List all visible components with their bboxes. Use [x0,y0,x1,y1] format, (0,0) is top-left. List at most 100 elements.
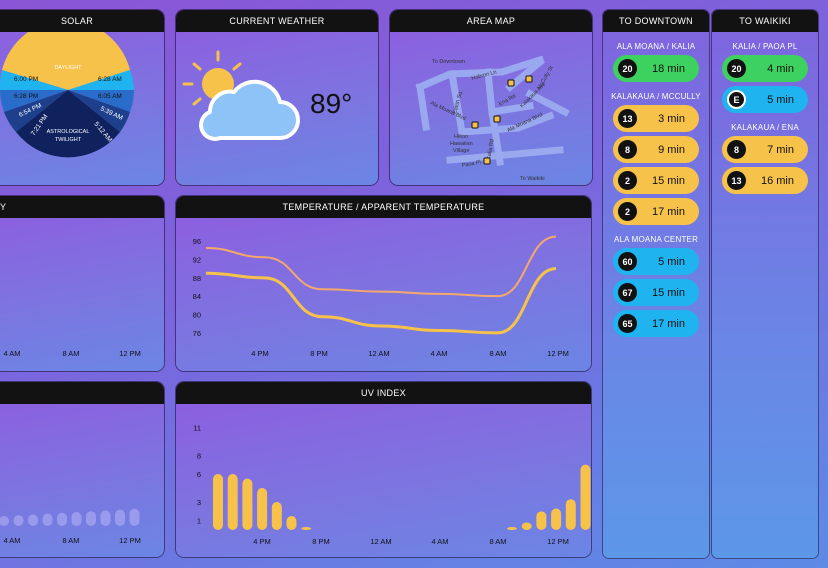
route-arrival[interactable]: 8 9 min [613,136,699,163]
daylight-label: DAYLIGHT [54,65,82,71]
bus-stop-icon[interactable] [525,75,533,83]
area-map-title: AREA MAP [390,10,592,32]
x-tick: 12 PM [547,537,569,546]
map-label-hilton-3: Village [453,148,469,154]
route-arrival[interactable]: 13 16 min [722,167,808,194]
bus-stop-icons [471,75,533,165]
route-badge: 8 [727,140,746,159]
route-badge: 13 [618,109,637,128]
uv-index-title: UV INDEX [176,382,591,404]
x-tick: 8 AM [489,537,506,546]
y-tick: 6 [197,470,201,479]
y-tick: 8 [197,451,201,460]
uv-bar [580,464,591,530]
map-label-eaton: Eaton Sq [452,91,464,114]
y-tick: 76 [193,329,201,338]
sunrise-time: 6:28 AM [98,76,122,83]
uv-bar [301,527,312,530]
to-waikiki-title: TO WAIKIKI [712,10,818,32]
bus-stop-icon[interactable] [493,115,501,123]
precipitation-chart: 4 AM 8 AM 12 PM [0,508,141,545]
route-arrival[interactable]: 65 17 min [613,310,699,337]
arrival-time: 9 min [658,143,685,156]
humidity-title: Y [0,196,164,218]
precipitation-bar [0,516,9,526]
current-weather-card: CURRENT WEATHER 89° [176,10,378,185]
precipitation-bar [100,510,111,526]
bus-stop-icon[interactable] [507,79,515,87]
route-arrival[interactable]: 13 3 min [613,105,699,132]
route-arrival[interactable]: 2 17 min [613,198,699,225]
y-tick: 84 [193,292,201,301]
solar-title: SOLAR [0,10,164,32]
daylight-wedge [2,32,130,90]
map-roads [415,55,570,167]
route-arrival[interactable]: E 5 min [722,86,808,113]
civil-twilight-wedge-left [0,70,68,90]
arrival-time: 3 min [658,112,685,125]
uv-index-chart: 11 8 6 3 1 4 PM 8 PM 12 AM 4 AM 8 AM 12 PM [193,423,591,546]
map-label-hilton-2: Hawaiian [450,141,473,147]
y-tick: 92 [193,256,201,265]
x-tick: 12 AM [370,537,391,546]
route-badge: 13 [727,171,746,190]
route-badge: E [727,90,746,109]
to-downtown-title: TO DOWNTOWN [603,10,709,32]
arrival-time: 18 min [651,62,685,75]
precipitation-bar [13,515,24,526]
route-arrival[interactable]: 60 5 min [613,248,699,275]
to-downtown-stops: ALA MOANA / KALIA 20 18 min KALAKAUA / MCCU… [603,42,709,337]
arrival-time: 15 min [651,174,685,187]
humidity-chart: 4 AM 8 AM 12 PM [0,343,141,358]
precipitation-bar [28,514,38,526]
temperature-card: TEMPERATURE / APPARENT TEMPERATURE 96 92 8… [176,196,591,371]
arrival-time: 15 min [651,286,685,299]
sunset-time: 6:00 PM [14,76,38,83]
uv-bar [536,511,547,530]
nautical-twilight-wedge-left [0,90,68,112]
map-label-to-waikiki: To Waikiki [520,176,545,182]
to-downtown-panel: TO DOWNTOWN ALA MOANA / KALIA 20 18 min KAL… [603,10,709,558]
route-badge: 2 [618,202,637,221]
uv-bar [565,499,576,530]
route-arrival[interactable]: 20 18 min [613,55,699,82]
temperature-chart: 96 92 88 84 80 76 4 PM 8 PM 12 AM 4 AM 8 AM 12 PM [193,235,569,358]
route-arrival[interactable]: 20 4 min [722,55,808,82]
bus-stop-icon[interactable] [483,157,491,165]
x-tick: 4 PM [251,349,269,358]
uv-bar [271,502,282,530]
area-map[interactable]: To Downtown To Waikiki McCully St Hobron… [390,32,592,185]
route-badge: 2 [618,171,637,190]
arrival-time: 16 min [760,174,794,187]
y-tick: 3 [197,498,201,507]
stop-name: KALIA / PAOA PL [732,42,798,51]
temperature-series-2 [205,267,557,335]
civil-twilight-wedge-right [68,70,134,90]
current-temperature: 89° [310,88,353,119]
y-tick: 96 [193,237,201,246]
uv-bar [507,527,517,530]
x-tick: 8 PM [310,349,328,358]
area-map-card: AREA MAP To Downtown To Waikiki McCully … [390,10,592,185]
route-arrival[interactable]: 2 15 min [613,167,699,194]
route-arrival[interactable]: 8 7 min [722,136,808,163]
x-tick: 8 AM [62,536,79,545]
uv-bar [257,488,268,530]
stop-name: KALAKAUA / MCCULLY [611,92,701,101]
x-tick: 8 AM [62,349,79,358]
route-badge: 60 [618,252,637,271]
uv-index-card: UV INDEX 11 8 6 3 1 4 PM 8 PM 12 AM 4 AM 8 AM 12 P… [176,382,591,557]
y-tick: 1 [197,517,201,526]
twilight-wedge-right [68,90,130,132]
uv-bar [242,478,253,530]
y-tick: 80 [193,311,201,320]
stop-name: ALA MOANA CENTER [613,235,699,244]
astro-twilight-label-1: ASTROLOGICAL [47,129,90,135]
twilight-wedge-left [4,90,68,132]
uv-bar [551,508,562,530]
current-weather-title: CURRENT WEATHER [176,10,378,32]
x-tick: 4 AM [3,536,20,545]
bus-stop-icon[interactable] [471,121,479,129]
route-arrival[interactable]: 67 15 min [613,279,699,306]
to-waikiki-stops: KALIA / PAOA PL 20 4 min E 5 min KALAKAUA / E… [712,42,818,194]
